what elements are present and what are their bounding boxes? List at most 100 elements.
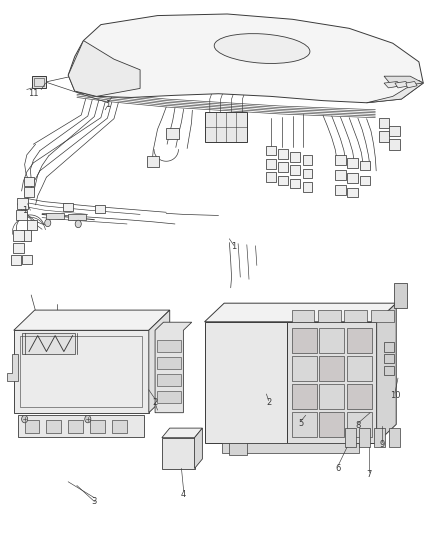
Bar: [347, 158, 358, 167]
Bar: [266, 146, 276, 156]
Bar: [291, 384, 317, 409]
Bar: [16, 209, 27, 220]
Bar: [20, 336, 142, 407]
Bar: [347, 384, 372, 409]
Circle shape: [75, 220, 81, 228]
Bar: [347, 328, 372, 353]
Bar: [375, 428, 385, 447]
Circle shape: [21, 415, 28, 423]
Bar: [46, 419, 61, 433]
Bar: [389, 428, 400, 447]
Text: 10: 10: [390, 391, 400, 400]
Bar: [359, 428, 370, 447]
Circle shape: [85, 415, 91, 423]
Bar: [278, 163, 288, 172]
Bar: [378, 118, 389, 128]
Bar: [378, 131, 389, 142]
Bar: [335, 156, 346, 165]
Polygon shape: [205, 322, 287, 443]
Bar: [371, 310, 394, 322]
Polygon shape: [395, 82, 409, 88]
Bar: [291, 356, 317, 381]
Bar: [319, 328, 344, 353]
Polygon shape: [7, 354, 18, 381]
Polygon shape: [68, 41, 140, 96]
Bar: [205, 112, 247, 142]
Bar: [157, 341, 181, 352]
Bar: [17, 198, 28, 209]
Bar: [32, 76, 45, 88]
Text: 2: 2: [153, 398, 158, 407]
Bar: [384, 354, 394, 364]
Text: 9: 9: [379, 440, 385, 449]
Bar: [360, 175, 370, 185]
Bar: [13, 243, 24, 253]
Bar: [24, 176, 34, 186]
Polygon shape: [155, 322, 192, 413]
Bar: [389, 139, 400, 150]
Bar: [95, 205, 105, 213]
Polygon shape: [367, 80, 423, 103]
Bar: [266, 172, 276, 182]
Text: 1: 1: [105, 100, 110, 109]
Bar: [13, 230, 24, 241]
Text: 1: 1: [231, 242, 236, 251]
Bar: [319, 384, 344, 409]
Bar: [291, 412, 317, 437]
Bar: [290, 152, 300, 162]
Bar: [347, 188, 358, 197]
Bar: [394, 283, 407, 309]
Polygon shape: [68, 14, 423, 103]
Bar: [229, 443, 247, 455]
Text: 5: 5: [298, 419, 304, 428]
Text: 6: 6: [336, 464, 341, 473]
Bar: [347, 356, 372, 381]
Bar: [157, 358, 181, 369]
Text: 8: 8: [355, 422, 361, 431]
Polygon shape: [406, 82, 417, 88]
Polygon shape: [149, 310, 170, 413]
Bar: [345, 428, 356, 447]
Bar: [360, 161, 370, 170]
Polygon shape: [162, 428, 202, 438]
Bar: [157, 391, 181, 403]
Bar: [266, 159, 276, 168]
Bar: [318, 310, 341, 322]
Bar: [27, 220, 37, 230]
Bar: [21, 230, 31, 241]
Bar: [347, 173, 358, 182]
Polygon shape: [18, 415, 145, 437]
Bar: [319, 356, 344, 381]
Bar: [90, 419, 105, 433]
Circle shape: [45, 219, 51, 227]
Bar: [389, 126, 400, 136]
Bar: [290, 179, 300, 188]
Polygon shape: [205, 303, 396, 322]
Polygon shape: [377, 303, 396, 443]
Polygon shape: [14, 330, 149, 413]
Bar: [347, 412, 372, 437]
Polygon shape: [384, 82, 402, 88]
Polygon shape: [194, 428, 202, 469]
Polygon shape: [162, 438, 194, 469]
Bar: [291, 328, 317, 353]
Ellipse shape: [214, 34, 310, 63]
Bar: [291, 310, 314, 322]
Bar: [11, 255, 21, 265]
Bar: [157, 374, 181, 386]
Bar: [34, 78, 44, 86]
Bar: [335, 185, 346, 195]
Text: 11: 11: [28, 88, 38, 98]
Polygon shape: [384, 76, 423, 87]
Bar: [319, 412, 344, 437]
Text: 1: 1: [22, 206, 27, 215]
Bar: [302, 156, 312, 165]
Bar: [302, 182, 312, 191]
Bar: [384, 366, 394, 375]
Bar: [344, 310, 367, 322]
Polygon shape: [287, 322, 377, 443]
Bar: [112, 419, 127, 433]
Bar: [24, 419, 39, 433]
Bar: [335, 170, 346, 180]
Bar: [24, 187, 34, 197]
